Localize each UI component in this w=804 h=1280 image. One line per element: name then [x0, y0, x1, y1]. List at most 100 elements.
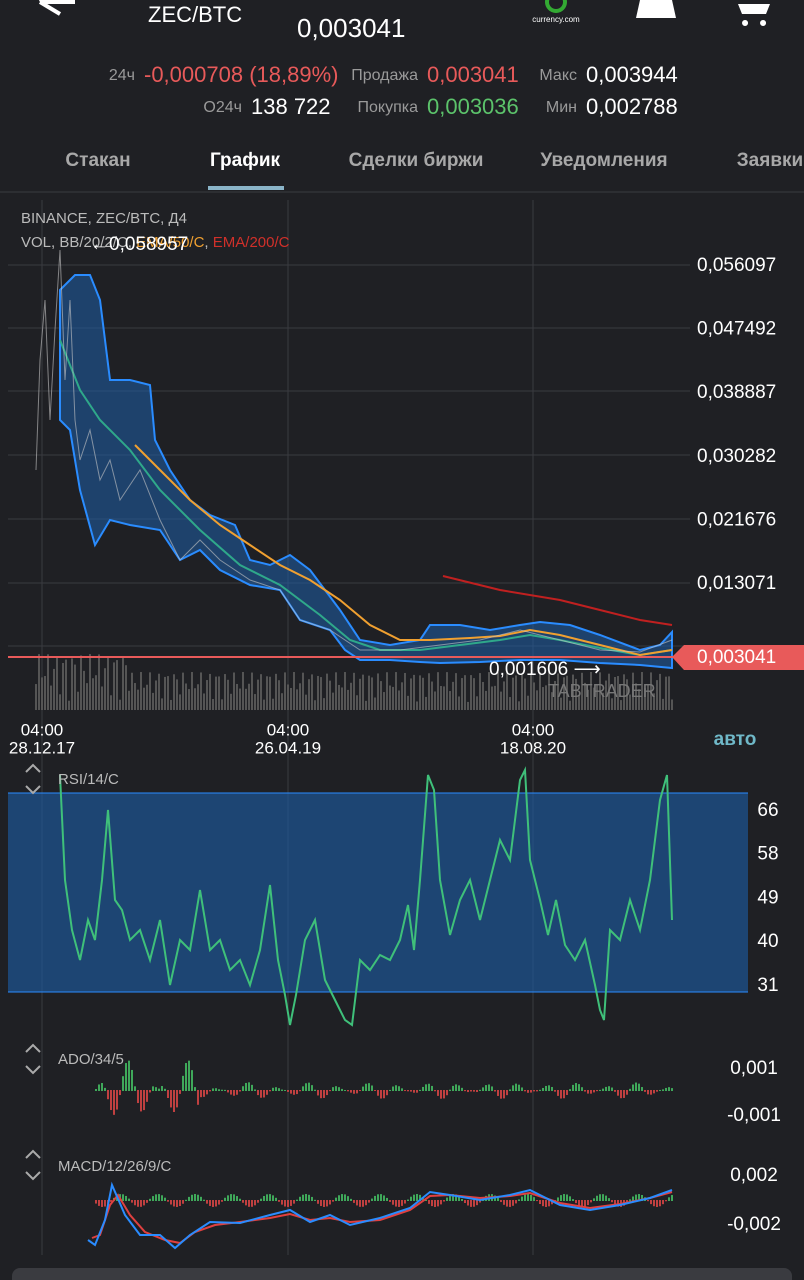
ado-bar: [470, 1090, 472, 1092]
tab[interactable]: Уведомления: [540, 150, 667, 171]
volume-bar: [185, 683, 187, 710]
scale-mode[interactable]: авто: [714, 729, 757, 750]
volume-bar: [578, 695, 580, 710]
ado-bar: [110, 1090, 112, 1111]
macd-bar: [359, 1200, 361, 1207]
ado-bar: [485, 1085, 487, 1091]
macd-bar: [308, 1194, 310, 1201]
ado-bar: [95, 1088, 97, 1091]
volume-bar: [371, 677, 373, 710]
macd-bar: [476, 1200, 478, 1206]
volume-bar: [575, 678, 577, 710]
volume-bar: [245, 688, 247, 710]
volume-bar: [287, 684, 289, 710]
ado-bar: [170, 1090, 172, 1108]
ado-bar: [344, 1089, 346, 1091]
ado-bar: [353, 1090, 355, 1094]
volume-bar: [86, 683, 88, 710]
volume-bar: [278, 680, 280, 710]
macd-title: MACD/12/26/9/C: [58, 1158, 172, 1175]
date-label: 28.12.17: [9, 738, 75, 757]
stat-label: Покупка: [358, 99, 419, 116]
volume-bar: [197, 684, 199, 710]
macd-bar: [218, 1200, 220, 1205]
tab[interactable]: Стакан: [65, 150, 130, 171]
bell-icon[interactable]: [636, 0, 676, 18]
macd-bar: [539, 1200, 541, 1205]
macd-bar: [452, 1194, 454, 1201]
logo[interactable]: [545, 0, 567, 13]
ado-bar: [599, 1089, 601, 1091]
volume-bar: [422, 677, 424, 710]
macd-bar: [149, 1198, 151, 1201]
ado-bar: [173, 1090, 175, 1113]
ado-bar: [644, 1090, 646, 1092]
ado-bar: [572, 1084, 574, 1091]
tab[interactable]: Заявки: [737, 150, 803, 171]
tab[interactable]: Сделки биржи: [349, 150, 484, 171]
volume-bar: [320, 677, 322, 710]
back-icon[interactable]: [38, 0, 75, 16]
macd-bar: [377, 1194, 379, 1201]
tab[interactable]: График: [210, 150, 281, 171]
macd-bar: [440, 1200, 442, 1205]
macd-bar: [515, 1200, 517, 1204]
volume-bar: [368, 675, 370, 710]
macd-bar: [641, 1194, 643, 1201]
ado-bar: [548, 1085, 550, 1091]
volume-bar: [314, 700, 316, 710]
ado-bar: [368, 1083, 370, 1091]
ado-bar: [332, 1087, 334, 1091]
volume-bar: [41, 677, 43, 710]
stat-label: 24ч: [109, 67, 135, 84]
volume-bar: [638, 689, 640, 710]
volume-bar: [551, 692, 553, 710]
volume-bar: [383, 692, 385, 710]
ado-bar: [497, 1090, 499, 1096]
stat-value: 0,002788: [586, 94, 678, 119]
macd-axis: 0,002 -0,002: [727, 1165, 781, 1235]
macd-bar: [647, 1200, 649, 1202]
volume-bar: [35, 684, 37, 710]
volume-bar: [647, 684, 649, 710]
volume-bar: [665, 676, 667, 710]
ado-bar: [101, 1083, 103, 1091]
collapse-icon[interactable]: [25, 1043, 41, 1075]
macd-bar: [671, 1195, 673, 1201]
ado-bar: [209, 1090, 211, 1092]
cart-icon[interactable]: [738, 4, 770, 26]
ado-bar: [536, 1090, 538, 1092]
volume-bar: [83, 670, 85, 710]
ado-bar: [542, 1087, 544, 1091]
volume-bar: [242, 672, 244, 710]
logo-text: currency.com: [532, 15, 580, 24]
volume-bar: [566, 675, 568, 710]
ado-bar: [551, 1086, 553, 1091]
volume-bar: [443, 686, 445, 710]
volume-bar: [629, 694, 631, 710]
volume-bar: [596, 684, 598, 710]
macd-bar: [266, 1194, 268, 1201]
collapse-icon[interactable]: [25, 763, 41, 795]
collapse-icon[interactable]: [25, 1149, 41, 1181]
volume-bar: [161, 698, 163, 710]
macd-bar: [461, 1198, 463, 1201]
rsi-label: 66: [757, 800, 778, 821]
ado-bar: [260, 1090, 262, 1098]
macd-bar: [500, 1200, 502, 1203]
volume-bar: [272, 698, 274, 710]
volume-bar: [101, 686, 103, 710]
volume-bar: [503, 681, 505, 710]
volume-bar: [434, 691, 436, 710]
volume-bar: [437, 672, 439, 710]
rsi-label: 58: [757, 844, 778, 865]
ado-bar: [158, 1088, 160, 1091]
macd-bar: [173, 1200, 175, 1207]
ado-bar: [239, 1090, 241, 1092]
macd-bar: [203, 1199, 205, 1201]
macd-bar: [122, 1194, 124, 1201]
macd-bar: [650, 1200, 652, 1205]
volume-bar: [128, 690, 130, 710]
volume: [35, 654, 673, 710]
macd-bar: [380, 1194, 382, 1201]
